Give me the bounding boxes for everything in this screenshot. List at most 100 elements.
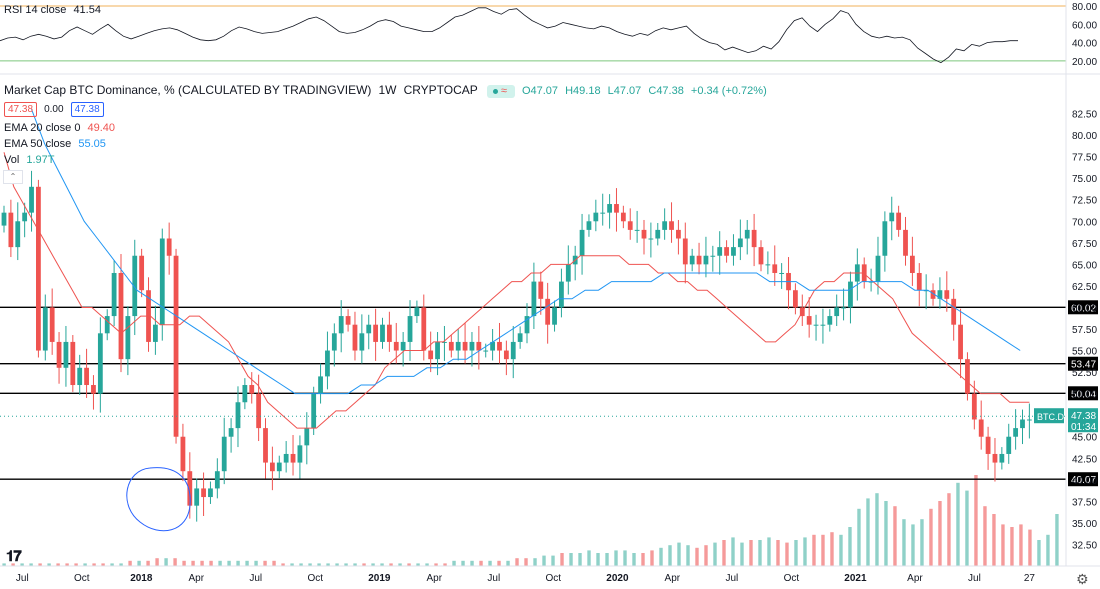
volume-bar (470, 560, 474, 566)
volume-bar (389, 563, 393, 566)
market-status-button[interactable]: ≈ (486, 84, 515, 98)
time-tick-label: Jul (487, 573, 500, 584)
volume-bar (812, 534, 816, 566)
volume-bar (101, 563, 105, 566)
level-badge (1068, 472, 1098, 487)
candle-body (386, 324, 392, 342)
price-axis[interactable]: 82.50 80.00 77.50 75.00 72.50 70.00 67.50 65.00… (0, 0, 1100, 567)
candle-body (208, 488, 213, 498)
volume-bar (983, 506, 987, 566)
volume-bar (155, 558, 159, 566)
ema50-legend[interactable]: EMA 50 close 55.05 (4, 137, 110, 152)
annotations (126, 467, 191, 532)
symbol-header[interactable]: Market Cap BTC Dominance, % (CALCULATED … (4, 83, 771, 99)
horizontal-levels: 60.02 53.47 50.04 40.07 (0, 300, 1098, 487)
rsi-legend[interactable]: RSI 14 close 41.54 (4, 3, 105, 18)
ema20-legend[interactable]: EMA 20 close 0 49.40 (4, 121, 119, 136)
ema20-line (3, 152, 1030, 429)
volume-bar (74, 563, 78, 566)
volume-bar (839, 534, 843, 566)
volume-bar (29, 563, 33, 566)
candle-body (325, 350, 330, 377)
volume-bar (182, 560, 186, 566)
candle-body (593, 212, 599, 222)
candle-body (393, 341, 399, 351)
volume-bar (497, 560, 501, 566)
volume-bar (641, 553, 645, 566)
volume-bar (281, 563, 285, 566)
candle-body (992, 453, 998, 463)
interval-label[interactable]: 1W (378, 83, 397, 97)
volume-bar (317, 563, 321, 566)
candle-body (703, 255, 709, 265)
collapse-legend-icon[interactable]: ⌃ (3, 170, 23, 184)
volume-bar (146, 560, 150, 566)
candle-body (848, 281, 853, 308)
candle-body (63, 341, 69, 368)
settings-gear-icon[interactable]: ⚙ (1076, 571, 1089, 587)
sell-price-button[interactable]: 47.38 (4, 102, 38, 117)
price-tick-label: 40.00 (1072, 476, 1097, 487)
candle-body (263, 428, 268, 463)
volume-bar (425, 563, 429, 566)
rsi-tick-label: 60.00 (1072, 20, 1097, 31)
volume-bar (1001, 524, 1005, 566)
volume-bar (551, 555, 555, 566)
volume-bar (830, 532, 834, 566)
volume-bar (785, 542, 789, 566)
time-tick-label: Oct (784, 573, 800, 584)
candlestick-series (1, 170, 1032, 522)
candle-body (407, 316, 413, 342)
volume-bar (920, 519, 924, 566)
rsi-tick-label: 20.00 (1072, 57, 1097, 68)
price-tick-label: 45.00 (1072, 433, 1097, 444)
candle-body (49, 307, 55, 342)
volume-bar (236, 560, 240, 566)
candle-body (366, 324, 372, 334)
candle-body (442, 341, 447, 343)
candle-body (256, 393, 262, 429)
price-tick-label: 80.00 (1072, 131, 1097, 142)
price-tick-label: 55.00 (1072, 347, 1097, 358)
candle-body (841, 307, 846, 309)
volume-bar (326, 563, 330, 566)
buy-price-button[interactable]: 47.38 (70, 102, 104, 117)
candle-body (682, 238, 688, 265)
candle-body (751, 229, 757, 248)
candle-body (22, 212, 28, 222)
volume-bar (488, 560, 492, 566)
volume-bar (353, 563, 357, 566)
volume-bar (2, 563, 6, 566)
volume-bar (686, 545, 690, 566)
candle-body (187, 471, 193, 506)
volume-bar (119, 563, 123, 566)
candle-body (242, 385, 248, 403)
candle-body (77, 367, 83, 386)
candle-body (276, 462, 282, 472)
volume-bar (128, 560, 132, 566)
volume-bar (650, 550, 654, 566)
candle-body (428, 350, 434, 360)
candle-body (352, 324, 358, 351)
time-axis[interactable]: Jul Oct 2018 Apr Jul Oct 2019 Apr Jul Oct 2020 Apr J… (16, 573, 1035, 584)
tradingview-logo-icon[interactable]: 𝟏𝟕 (6, 548, 22, 565)
ema50-line (31, 109, 1021, 395)
trade-buttons: 47.38 0.00 47.38 (4, 102, 108, 117)
countdown-value: 01:34 (1071, 422, 1096, 433)
candle-body (772, 264, 778, 273)
time-tick-label: Jul (725, 573, 738, 584)
candle-body (510, 341, 516, 360)
price-tick-label: 67.50 (1072, 239, 1097, 250)
price-tick-label: 57.50 (1072, 325, 1097, 336)
volume-bar (173, 558, 177, 566)
price-tick-label: 72.50 (1072, 196, 1097, 207)
volume-bar (110, 563, 114, 566)
candle-body (923, 290, 929, 292)
candle-body (483, 350, 489, 352)
last-price-badge (1068, 408, 1098, 433)
volume-legend[interactable]: Vol 1.97T (4, 153, 59, 168)
rsi-tick-label: 40.00 (1072, 39, 1097, 50)
volume-bar (938, 501, 942, 566)
candle-body (42, 307, 48, 351)
